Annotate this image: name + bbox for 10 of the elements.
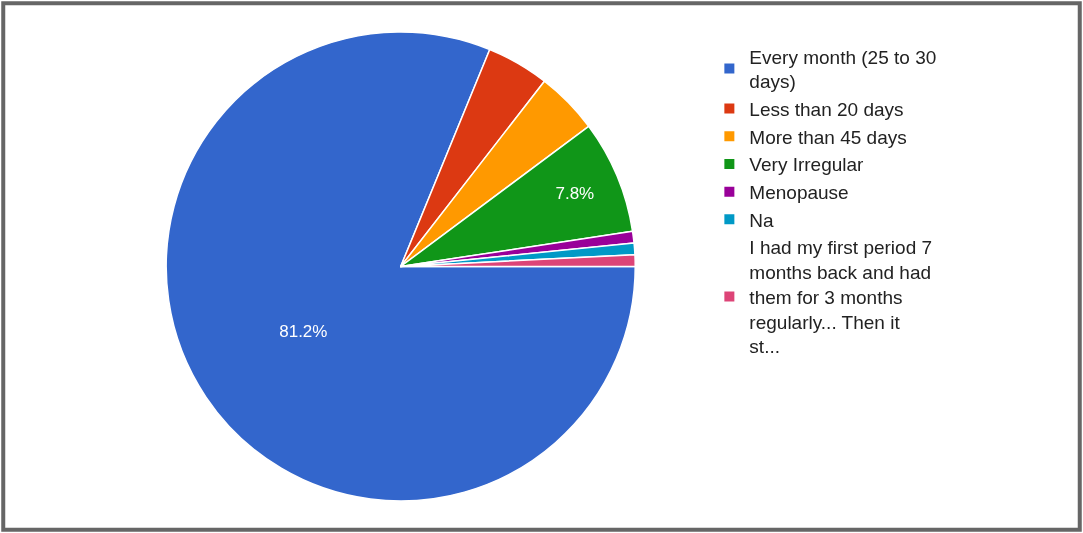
legend-label: Menopause bbox=[749, 182, 849, 204]
legend-label: Every month (25 to 30 days) bbox=[749, 46, 937, 93]
legend-label: Less than 20 days bbox=[749, 98, 904, 120]
legend-label: More than 45 days bbox=[749, 126, 907, 148]
legend-label: Very Irregular bbox=[749, 154, 865, 176]
data-label: 7.8% bbox=[555, 184, 595, 204]
data-label: 81.2% bbox=[279, 322, 328, 342]
legend-label: Na bbox=[749, 209, 775, 231]
legend-label: I had my first period 7 months back and had them for 3 months regularly... Then it st... bbox=[749, 237, 933, 358]
pie-slice bbox=[165, 31, 636, 502]
